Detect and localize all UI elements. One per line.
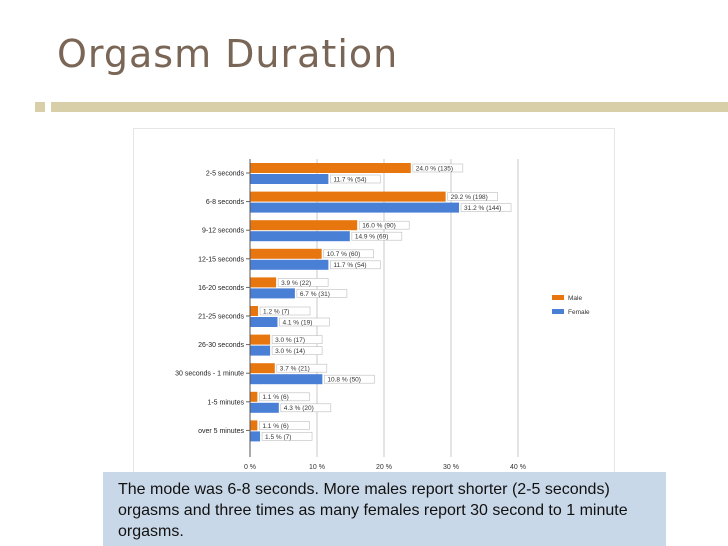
data-label-male: 3.7 % (21): [280, 366, 310, 373]
bar-female: [250, 345, 271, 356]
bar-female: [250, 317, 278, 327]
category-label: 16-20 seconds: [198, 285, 244, 292]
bar-male: [250, 391, 258, 402]
legend-swatch: [552, 309, 564, 314]
data-label-box: [296, 289, 348, 298]
data-label-female: 10.8 % (50): [327, 377, 361, 384]
legend-label: Male: [568, 295, 582, 302]
category-label: 12-15 seconds: [198, 256, 244, 263]
legend-label: Female: [568, 309, 590, 316]
bar-male: [250, 248, 322, 259]
data-label-box: [271, 335, 323, 344]
bar-male: [250, 334, 271, 345]
bar-female: [250, 402, 279, 413]
x-tick-label: 20 %: [376, 464, 392, 471]
data-label-box: [460, 203, 512, 212]
data-label-male: 24.0 % (135): [416, 165, 453, 172]
category-label: 30 seconds - 1 minute: [175, 371, 244, 378]
data-label-male: 3.9 % (22): [281, 280, 311, 287]
data-label-box: [330, 174, 381, 184]
bar-chart: 0 % 10 % 20 % 30 % 40 % 2-5 seconds 24.0 % (13…: [175, 159, 590, 471]
x-tick-label: 30 %: [443, 464, 459, 471]
legend-swatch: [552, 295, 564, 300]
data-label-female: 11.7 % (54): [333, 262, 366, 269]
bar-male: [250, 163, 411, 173]
data-label-box: [276, 363, 328, 373]
data-label-female: 4.3 % (20): [284, 405, 314, 412]
bar-male: [250, 220, 358, 231]
x-tick-label: 40 %: [510, 464, 526, 471]
data-label-male: 1.2 % (7): [263, 308, 289, 315]
category-label: 21-25 seconds: [198, 314, 244, 321]
caption-text: The mode was 6-8 seconds. More males rep…: [118, 481, 628, 540]
data-label-box: [323, 249, 374, 259]
bar-female: [250, 431, 261, 442]
bar-female: [250, 202, 460, 213]
category-label: 2-5 seconds: [206, 171, 245, 178]
bar-male: [250, 191, 446, 202]
data-label-box: [277, 278, 329, 287]
accent-square: [35, 102, 45, 112]
data-label-male: 1.1 % (6): [262, 394, 288, 401]
bar-male: [250, 363, 275, 374]
bar-male: [250, 420, 258, 431]
data-label-box: [259, 392, 310, 402]
data-label-male: 29.2 % (198): [451, 194, 488, 201]
accent-bar: [0, 100, 728, 114]
x-tick-label: 0 %: [244, 464, 256, 471]
data-label-box: [259, 421, 310, 430]
data-label-male: 10.7 % (60): [327, 251, 361, 258]
bar-female: [250, 231, 350, 242]
data-label-female: 4.1 % (19): [282, 319, 312, 326]
bar-male: [250, 277, 277, 288]
data-label-box: [279, 317, 330, 327]
data-label-box: [259, 306, 311, 316]
data-label-male: 16.0 % (90): [362, 223, 396, 230]
accent-line: [51, 102, 728, 112]
bar-male: [250, 306, 259, 316]
bar-female: [250, 288, 295, 299]
data-label-female: 31.2 % (144): [464, 205, 501, 212]
data-label-box: [261, 432, 313, 441]
bar-female: [250, 259, 329, 270]
chart-frame: 0 % 10 % 20 % 30 % 40 % 2-5 seconds 24.0 % (13…: [133, 128, 615, 475]
x-tick-label: 10 %: [309, 464, 325, 471]
data-label-female: 11.7 % (54): [333, 176, 366, 183]
data-label-box: [358, 220, 410, 230]
category-label: 1-5 minutes: [207, 399, 244, 406]
category-label: 9-12 seconds: [202, 228, 245, 235]
data-label-box: [271, 346, 323, 355]
category-label: over 5 minutes: [198, 428, 244, 435]
data-label-box: [280, 403, 332, 413]
data-label-box: [330, 260, 381, 270]
data-label-box: [447, 192, 498, 201]
data-label-female: 14.9 % (69): [355, 234, 389, 241]
data-label-box: [351, 231, 403, 241]
caption-box: The mode was 6-8 seconds. More males rep…: [103, 472, 666, 546]
bar-female: [250, 374, 323, 385]
data-label-male: 3.0 % (17): [275, 337, 305, 344]
bar-female: [250, 174, 329, 184]
data-label-female: 3.0 % (14): [275, 348, 305, 355]
data-label-box: [324, 374, 375, 384]
category-label: 6-8 seconds: [206, 199, 245, 206]
data-label-female: 6.7 % (31): [300, 291, 330, 298]
data-label-male: 1.1 % (6): [262, 423, 288, 430]
data-label-box: [412, 163, 464, 173]
data-label-female: 1.5 % (7): [265, 434, 291, 441]
slide-title: Orgasm Duration: [57, 32, 399, 76]
category-label: 26-30 seconds: [198, 342, 244, 349]
